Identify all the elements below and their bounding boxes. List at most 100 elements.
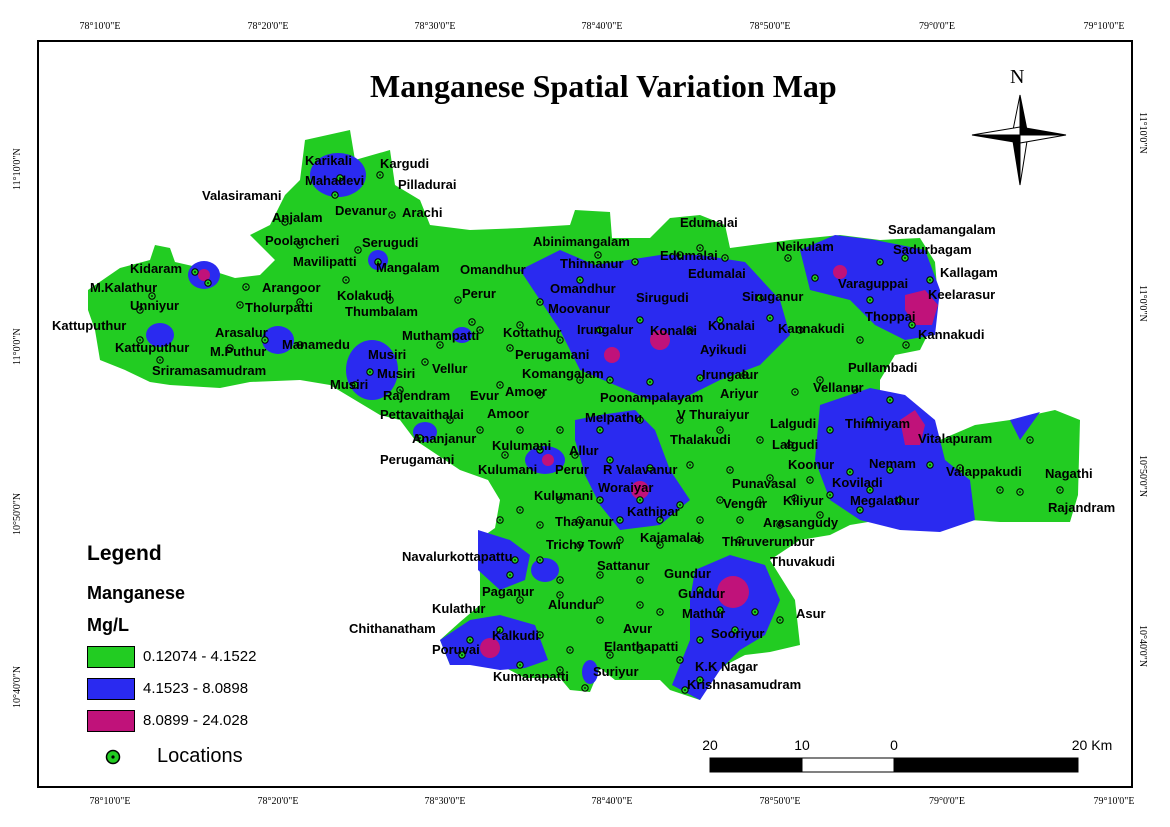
location-marker-dot <box>719 429 721 431</box>
place-label: Kathipar <box>627 504 680 519</box>
place-label: Valasiramani <box>202 188 282 203</box>
location-marker-dot <box>639 499 641 501</box>
location-marker-dot <box>779 524 781 526</box>
location-marker-dot <box>819 514 821 516</box>
place-label: Alundur <box>548 597 598 612</box>
location-marker-dot <box>377 261 379 263</box>
place-label: Trichy Town <box>546 537 621 552</box>
scale-label-1: 20 <box>702 737 718 753</box>
place-label: Arachi <box>402 205 442 220</box>
location-marker-dot <box>649 467 651 469</box>
place-label: Ananjanur <box>412 431 476 446</box>
legend-label-high: 8.0899 - 24.028 <box>143 712 249 729</box>
place-label: Perur <box>555 462 589 477</box>
place-label: Sirugudi <box>636 290 689 305</box>
north-arrow-icon <box>971 94 1067 186</box>
location-marker-dot <box>639 319 641 321</box>
location-marker-dot <box>559 579 561 581</box>
place-label: Vellur <box>432 361 467 376</box>
location-marker-dot <box>339 177 341 179</box>
location-marker-dot <box>789 444 791 446</box>
scale-bar <box>709 757 1079 773</box>
location-marker-dot <box>639 604 641 606</box>
place-label: Musiri <box>330 377 368 392</box>
location-marker-dot <box>599 574 601 576</box>
location-marker-dot <box>929 279 931 281</box>
place-label: Siruganur <box>742 289 803 304</box>
location-marker-dot <box>779 619 781 621</box>
location-marker-dot <box>689 329 691 331</box>
location-marker-dot <box>579 379 581 381</box>
scale-label-2: 10 <box>794 737 810 753</box>
location-marker-dot <box>719 609 721 611</box>
location-marker-dot <box>799 329 801 331</box>
location-marker-dot <box>479 329 481 331</box>
place-label: Komangalam <box>522 366 604 381</box>
location-marker-dot <box>744 374 746 376</box>
place-label: Moovanur <box>548 301 610 316</box>
place-label: Unniyur <box>130 298 179 313</box>
place-label: Koviladi <box>832 475 883 490</box>
legend-swatch-mid <box>87 678 135 700</box>
location-marker-dot <box>699 519 701 521</box>
location-marker-dot <box>357 249 359 251</box>
location-marker-dot <box>579 544 581 546</box>
place-label: Suriyur <box>593 664 639 679</box>
place-label: M.Puthur <box>210 344 266 359</box>
place-label: Kulumani <box>534 488 593 503</box>
location-marker-dot <box>579 519 581 521</box>
location-marker-dot <box>139 309 141 311</box>
location-marker-dot <box>699 639 701 641</box>
place-label: Avur <box>623 621 652 636</box>
place-label: Kulumani <box>478 462 537 477</box>
location-marker-dot <box>239 304 241 306</box>
place-label: Rajandram <box>1048 500 1115 515</box>
place-label: V Thuraiyur <box>677 407 749 422</box>
legend-class-mid: 4.1523 - 8.0898 <box>87 678 327 702</box>
legend-locations-label: Locations <box>157 745 243 767</box>
place-label: Irungalur <box>577 322 633 337</box>
place-label: Kargudi <box>380 156 429 171</box>
location-marker-dot <box>679 254 681 256</box>
place-label: Elanthapatti <box>604 639 678 654</box>
place-label: Perugamani <box>515 347 589 362</box>
location-marker-dot <box>759 439 761 441</box>
location-marker-dot <box>659 544 661 546</box>
location-marker-dot <box>284 221 286 223</box>
location-marker-dot <box>724 257 726 259</box>
location-marker-dot <box>609 654 611 656</box>
location-marker-dot <box>159 359 161 361</box>
location-marker-dot <box>769 477 771 479</box>
location-marker-dot <box>569 649 571 651</box>
place-label: Valappakudi <box>946 464 1022 479</box>
location-marker-dot <box>574 454 576 456</box>
place-label: Abinimangalam <box>533 234 630 249</box>
location-marker-dot <box>904 257 906 259</box>
location-marker-dot <box>559 499 561 501</box>
location-marker-dot <box>461 654 463 656</box>
location-marker-dot <box>679 419 681 421</box>
location-marker-dot <box>754 611 756 613</box>
location-marker-dot <box>299 344 301 346</box>
location-marker-dot <box>609 459 611 461</box>
location-marker-dot <box>729 469 731 471</box>
location-marker-dot <box>619 539 621 541</box>
bottom-tick-2: 78°20'0"E <box>257 796 299 807</box>
location-marker-dot <box>599 429 601 431</box>
location-marker-dot <box>391 214 393 216</box>
place-label: Serugudi <box>362 235 418 250</box>
place-label: Karikali <box>305 153 352 168</box>
place-label: Lalgudi <box>770 416 816 431</box>
location-marker-dot <box>869 489 871 491</box>
location-marker-dot <box>399 389 401 391</box>
location-marker-dot <box>905 344 907 346</box>
place-label: Saradamangalam <box>888 222 996 237</box>
place-label: K.K Nagar <box>695 659 758 674</box>
location-marker-dot <box>689 464 691 466</box>
location-marker-dot <box>379 174 381 176</box>
location-marker-dot <box>859 509 861 511</box>
location-marker-dot <box>504 454 506 456</box>
place-label: Edumalai <box>680 215 738 230</box>
place-label: Kumarapatti <box>493 669 569 684</box>
place-label: Sattanur <box>597 558 650 573</box>
